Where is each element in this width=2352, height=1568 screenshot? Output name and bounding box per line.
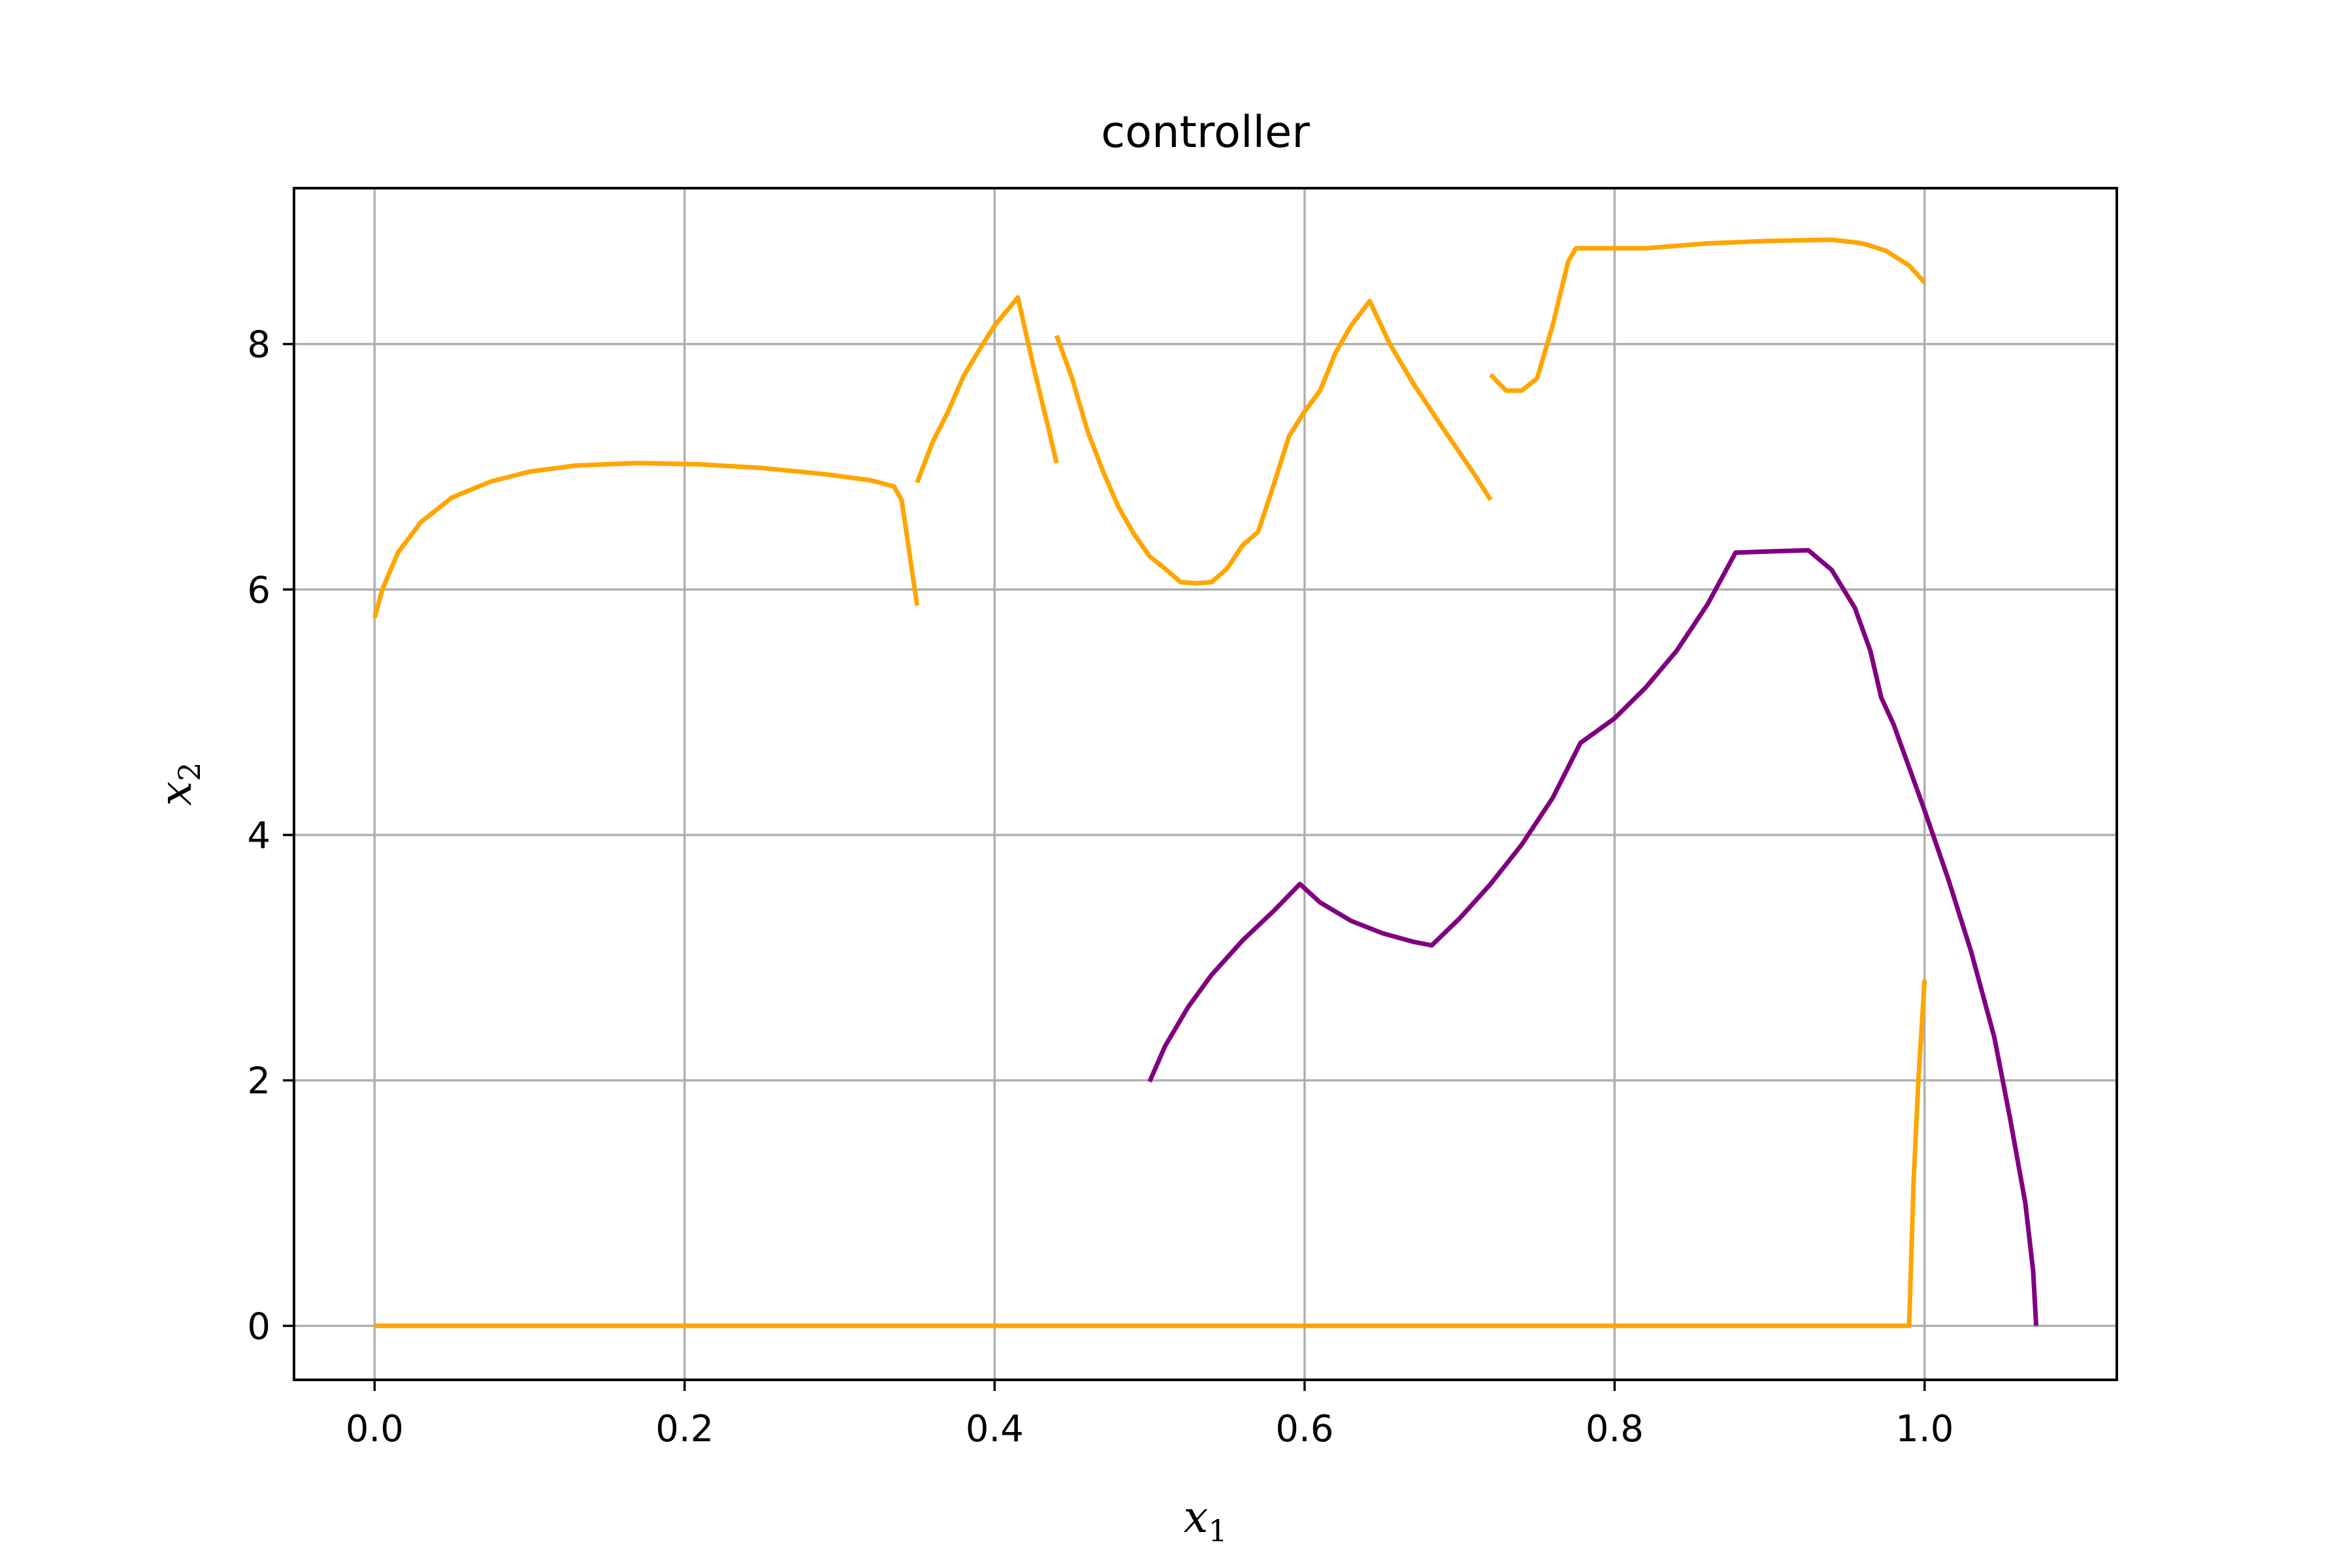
y-tick-label: 2	[247, 1060, 270, 1103]
series-line-5	[374, 979, 1927, 1328]
x-tick-label: 0.2	[655, 1408, 713, 1450]
series-line-1	[372, 461, 920, 619]
x-tick-label: 0.4	[966, 1408, 1024, 1450]
series-line-3	[1054, 299, 1493, 586]
x-tick-label: 0.0	[346, 1408, 404, 1450]
chart-title: controller	[1101, 106, 1310, 157]
axis-ticks: 0.0 0.2 0.4 0.6 0.8 1.0 0 2 4 6 8	[247, 324, 1953, 1450]
y-tick-label: 6	[247, 569, 270, 612]
y-axis-label: x2	[150, 762, 207, 806]
series-line-2	[915, 295, 1059, 484]
y-tick-label: 4	[247, 815, 270, 857]
y-axis-label-sub: 2	[172, 762, 207, 781]
x-tick-label: 0.8	[1586, 1408, 1644, 1450]
x-tick-label: 1.0	[1895, 1408, 1953, 1450]
y-axis-label-base: x	[150, 781, 201, 806]
x-axis-label: x1	[1183, 1492, 1227, 1548]
x-axis-label-base: x	[1183, 1492, 1208, 1543]
series-line-4	[1488, 237, 1927, 393]
x-tick-label: 0.6	[1275, 1408, 1333, 1450]
x-axis-label-sub: 1	[1208, 1513, 1227, 1548]
series-layer	[372, 237, 2039, 1328]
y-tick-label: 8	[247, 324, 270, 367]
plot-frame	[293, 187, 2118, 1381]
y-tick-label: 0	[247, 1305, 270, 1348]
series-line-6	[1147, 547, 2039, 1326]
